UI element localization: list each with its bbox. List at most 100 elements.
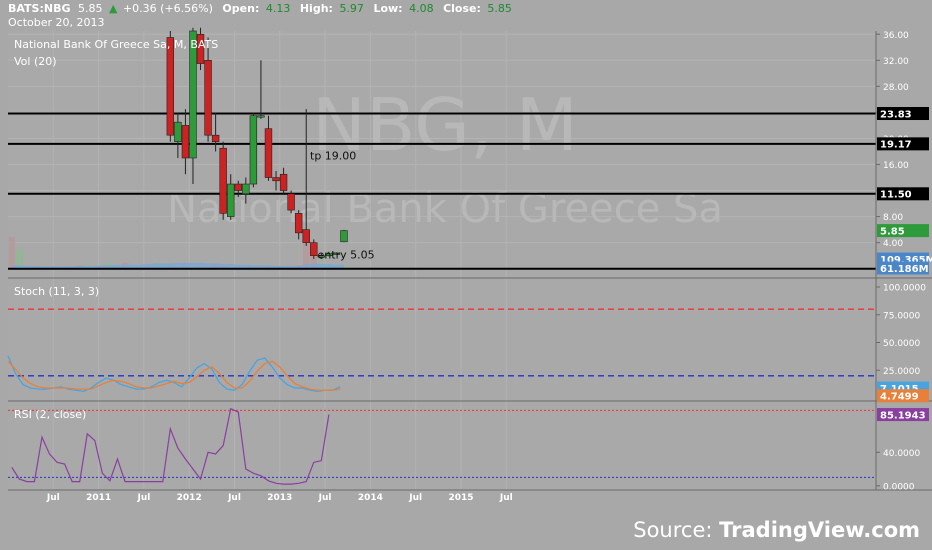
annotation-text: tp 19.00: [310, 149, 356, 162]
high-label: High:: [300, 2, 333, 15]
candle-down: [264, 128, 273, 178]
x-tick-label: Jul: [227, 493, 241, 503]
stoch-pane[interactable]: [8, 279, 876, 400]
volume-label-2-text: 61.186M: [880, 264, 929, 275]
candle-down: [211, 134, 220, 143]
candle-down: [272, 177, 280, 182]
open-value: 4.13: [266, 2, 291, 15]
close-label: Close:: [443, 2, 481, 15]
x-tick-label: Jul: [136, 493, 150, 503]
volume-label-2: 61.186M: [877, 261, 929, 275]
volume-bar: [310, 252, 318, 270]
rsi-tick-label: 40.0000: [883, 449, 920, 459]
candle-up: [340, 230, 348, 243]
level-label-19-text: 19.17: [880, 140, 912, 151]
candle-down: [181, 125, 190, 159]
rsi-line: [11, 407, 330, 485]
volume-bar: [16, 249, 23, 270]
header-date: October 20, 2013: [8, 16, 105, 29]
x-tick-label: 2014: [358, 493, 383, 503]
source-credit: Source: TradingView.com: [633, 518, 920, 542]
stoch-tick-label: 25.0000: [883, 367, 920, 377]
volume-label-1-text: 109.365M: [880, 255, 932, 266]
stoch-tick-label: 100.0000: [883, 284, 926, 294]
candle-down: [234, 183, 242, 191]
level-label-19: 19.17: [877, 137, 929, 151]
open-label: Open:: [222, 2, 259, 15]
volume-bar: [302, 231, 310, 270]
level-label-11-box: [877, 187, 929, 201]
rsi-value-text: 85.1943: [880, 410, 926, 421]
volume-label-2-box: [877, 261, 929, 275]
candle-up: [174, 121, 182, 143]
x-tick-label: 2011: [86, 493, 111, 503]
price-tick-label: 36.00: [883, 31, 909, 41]
price-tick-label: 8.00: [883, 213, 903, 223]
candle-up: [249, 115, 258, 185]
rsi-value-box: [877, 408, 929, 422]
candle-up: [257, 115, 265, 118]
level-label-19-box: [877, 137, 929, 151]
price-tick-label: 4.00: [883, 239, 903, 249]
x-tick-label: 2013: [267, 493, 292, 503]
level-label-23-text: 23.83: [880, 109, 912, 120]
level-label-23-box: [877, 107, 929, 121]
annotation-text: entry 5.05: [318, 248, 375, 261]
stoch-d-value-text: 4.7499: [880, 392, 919, 403]
price-tick-label: 32.00: [883, 57, 909, 67]
header-line: BATS:NBG 5.85 ▲ +0.36 (+6.56%) Open: 4.1…: [8, 2, 512, 15]
up-arrow-icon: ▲: [109, 2, 118, 15]
candle-up: [317, 255, 326, 258]
last-price-label-text: 5.85: [880, 226, 905, 237]
candle-down: [196, 33, 205, 64]
candle-up: [325, 253, 333, 256]
rsi-pane[interactable]: [8, 402, 876, 490]
candle-up: [227, 183, 235, 217]
x-tick-label: 2012: [177, 493, 202, 503]
symbol: BATS:NBG: [8, 2, 71, 15]
level-label-23: 23.83: [877, 107, 929, 120]
volume-bar: [8, 237, 16, 270]
close-value: 5.85: [487, 2, 512, 15]
stoch-d-value: 4.7499: [877, 389, 929, 403]
source-prefix: Source:: [633, 518, 719, 542]
stoch-tick-label: 50.0000: [883, 339, 920, 349]
rsi-tick-label: 0.0000: [883, 482, 915, 492]
candle-down: [302, 229, 310, 243]
candle-down: [204, 60, 212, 136]
last-price-label-box: [877, 224, 929, 238]
volume-title: Vol (20): [14, 55, 57, 68]
x-tick-label: Jul: [46, 493, 60, 503]
rsi-title: RSI (2, close): [14, 408, 86, 421]
source-brand: TradingView.com: [719, 518, 920, 542]
watermark-ticker: NBG, M: [312, 83, 578, 167]
last-price-label: 5.85: [877, 224, 929, 237]
rsi-value: 85.1943: [877, 408, 929, 421]
stoch-d-value-box: [877, 389, 929, 403]
x-tick-label: Jul: [499, 493, 513, 503]
x-tick-label: Jul: [408, 493, 422, 503]
candle-down: [219, 147, 227, 214]
price-tick-label: 16.00: [883, 161, 909, 171]
candle-down: [166, 37, 175, 136]
price-tick-label: 28.00: [883, 83, 909, 93]
level-label-11: 11.50: [877, 187, 929, 201]
candle-up: [189, 30, 197, 159]
level-label-11-text: 11.50: [880, 190, 912, 201]
low-label: Low:: [373, 2, 402, 15]
stoch-title: Stoch (11, 3, 3): [14, 285, 99, 298]
candle-down: [287, 193, 295, 211]
stoch-d-line: [7, 360, 341, 391]
low-value: 4.08: [409, 2, 434, 15]
last-price: 5.85: [78, 2, 103, 15]
price-pane-title: National Bank Of Greece Sa, M, BATS: [14, 38, 218, 51]
price-pane[interactable]: [8, 31, 876, 277]
x-tick-label: 2015: [448, 493, 473, 503]
candle-up: [242, 183, 250, 195]
x-tick-label: Jul: [318, 493, 332, 503]
candle-down: [294, 213, 303, 234]
candle-down: [279, 173, 288, 191]
change: +0.36 (+6.56%): [123, 2, 213, 15]
